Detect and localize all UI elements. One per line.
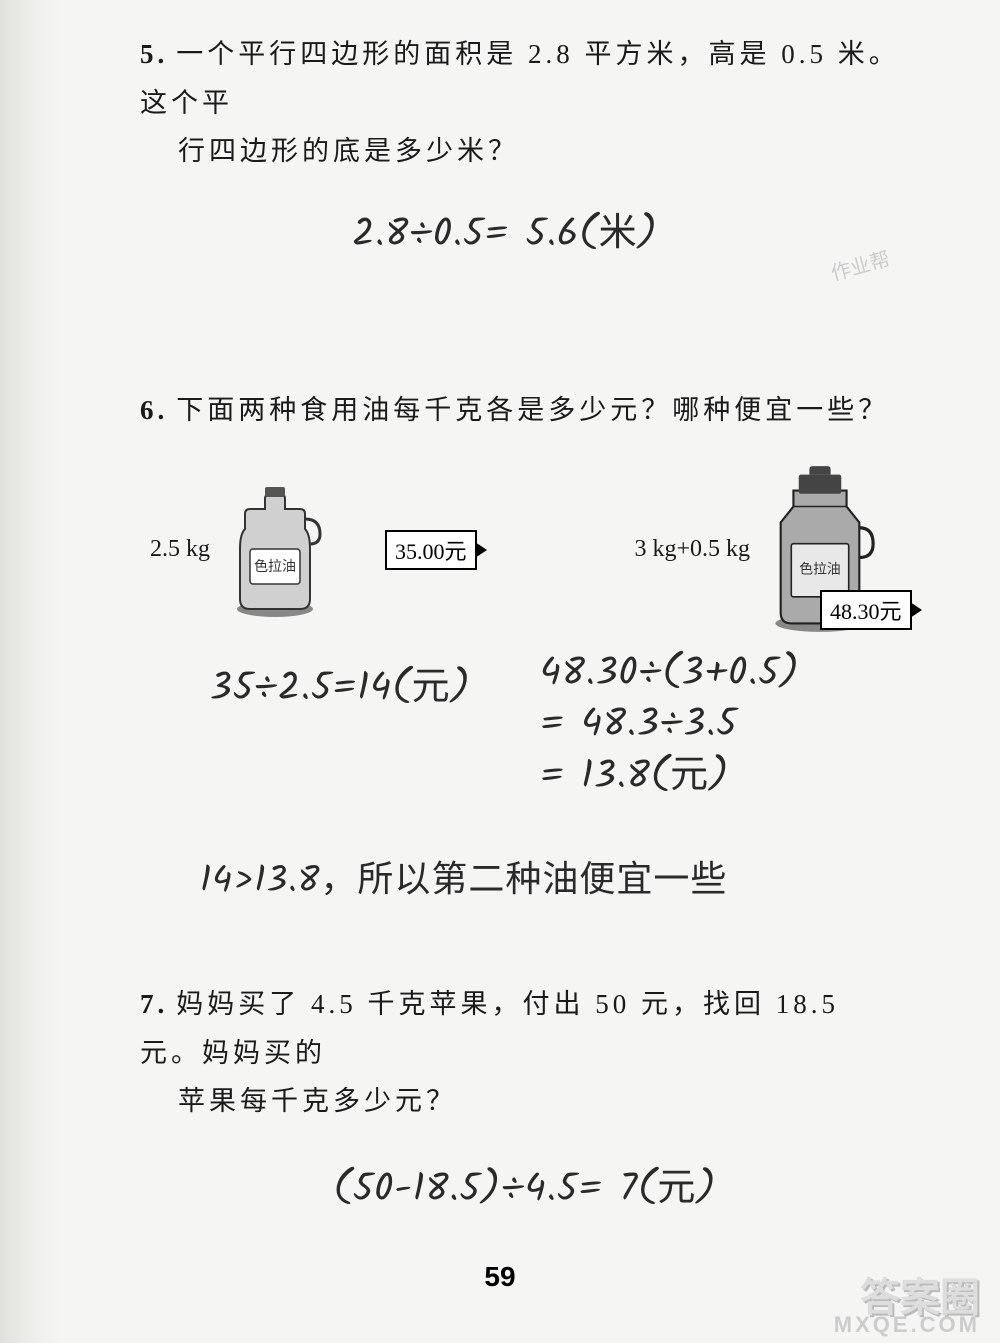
p6-ans-r1: 48.30÷(3+0.5) xyxy=(540,650,800,701)
price-tag-1-wrap: 35.00元 xyxy=(385,530,477,570)
problem-7-number: 7. xyxy=(140,989,168,1019)
problem-5-line2: 行四边形的底是多少米？ xyxy=(140,127,910,176)
p6-ans-r2: = 48.3÷3.5 xyxy=(540,701,800,752)
problem-6-conclusion: 14>13.8，所以第二种油便宜一些 xyxy=(200,850,727,911)
oil-bottle-1-icon: 色拉油 xyxy=(220,479,330,619)
oil-item-1: 2.5 kg 色拉油 xyxy=(150,464,330,634)
watermark-url: MXQE.COM xyxy=(834,1312,980,1338)
price-tag-1: 35.00元 xyxy=(385,530,477,570)
problem-6-answer-right: 48.30÷(3+0.5) = 48.3÷3.5 = 13.8(元) xyxy=(540,650,800,804)
problem-6-question: 下面两种食用油每千克各是多少元？哪种便宜一些？ xyxy=(176,395,889,425)
svg-text:色拉油: 色拉油 xyxy=(254,558,296,575)
svg-text:色拉油: 色拉油 xyxy=(799,561,840,577)
problem-7-text: 7.妈妈买了 4.5 千克苹果，付出 50 元，找回 18.5 元。妈妈买的 xyxy=(140,980,910,1077)
oil-illustrations: 2.5 kg 色拉油 3 kg+0.5 kg xyxy=(140,464,910,634)
problem-7: 7.妈妈买了 4.5 千克苹果，付出 50 元，找回 18.5 元。妈妈买的 苹… xyxy=(140,980,910,1221)
problem-6: 6. 下面两种食用油每千克各是多少元？哪种便宜一些？ 2.5 kg 色拉油 3 k… xyxy=(140,386,910,635)
oil-1-weight: 2.5 kg xyxy=(150,536,210,563)
problem-5-number: 5. xyxy=(140,39,168,69)
page-content: 5.一个平行四边形的面积是 2.8 平方米，高是 0.5 米。这个平 行四边形的… xyxy=(0,0,1000,1343)
problem-5: 5.一个平行四边形的面积是 2.8 平方米，高是 0.5 米。这个平 行四边形的… xyxy=(140,30,910,266)
price-tag-2: 48.30元 xyxy=(820,590,912,630)
problem-6-number: 6. xyxy=(140,395,168,425)
problem-7-answer: (50-18.5)÷4.5= 7(元) xyxy=(140,1156,910,1221)
problem-6-answer-left: 35÷2.5=14(元) xyxy=(210,655,471,720)
problem-6-text: 6. 下面两种食用油每千克各是多少元？哪种便宜一些？ xyxy=(140,386,910,435)
price-tag-2-wrap: 48.30元 xyxy=(820,590,912,630)
problem-5-line1: 一个平行四边形的面积是 2.8 平方米，高是 0.5 米。这个平 xyxy=(140,39,900,118)
problem-5-answer: 2.8÷0.5= 5.6(米) xyxy=(100,201,910,266)
oil-2-weight: 3 kg+0.5 kg xyxy=(634,536,750,563)
problem-7-line2: 苹果每千克多少元？ xyxy=(140,1077,910,1126)
problem-5-text: 5.一个平行四边形的面积是 2.8 平方米，高是 0.5 米。这个平 xyxy=(140,30,910,127)
problem-7-line1: 妈妈买了 4.5 千克苹果，付出 50 元，找回 18.5 元。妈妈买的 xyxy=(140,989,839,1068)
p6-ans-r3: = 13.8(元) xyxy=(540,753,800,804)
page-number: 59 xyxy=(484,1261,515,1293)
